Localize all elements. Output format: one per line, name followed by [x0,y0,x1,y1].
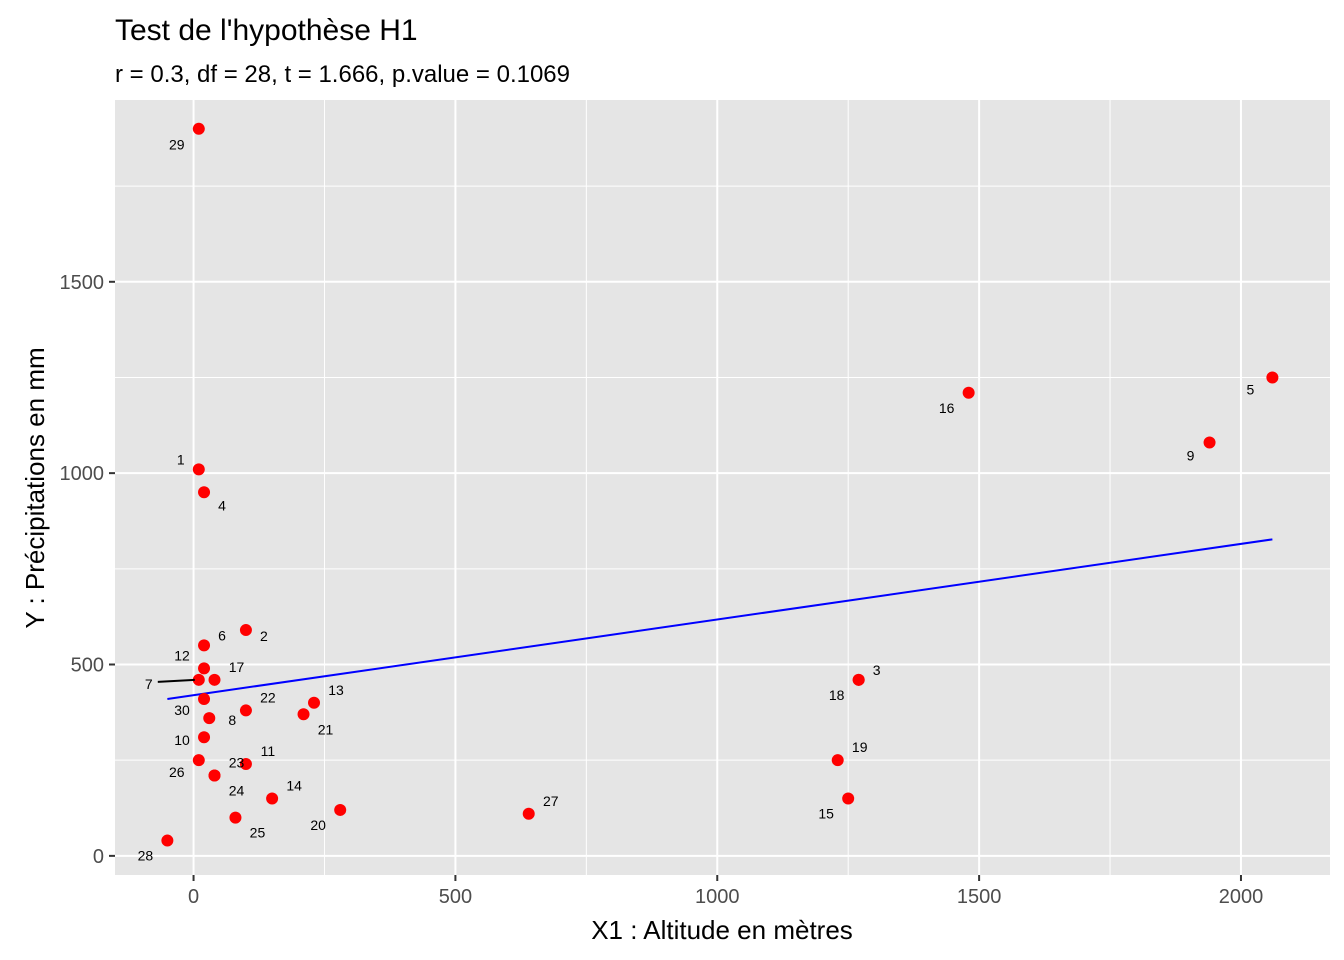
data-point [842,792,855,805]
point-label: 13 [328,682,344,698]
point-label: 14 [286,777,302,793]
point-label: 24 [229,782,245,798]
data-point [962,386,975,399]
y-axis-title: Y : Précipitations en mm [20,347,50,628]
data-point [1266,371,1279,384]
data-point [308,696,321,709]
point-label: 12 [174,647,190,663]
data-point [1203,436,1216,449]
point-label: 28 [138,848,154,864]
point-label: 16 [939,400,955,416]
data-point [198,486,211,499]
data-point [229,811,242,824]
plot-panel [115,100,1330,875]
data-point [192,463,205,476]
data-point [852,673,865,686]
y-tick-label: 1500 [60,272,105,294]
point-label: 6 [218,627,226,643]
point-label: 3 [873,662,881,678]
data-point [192,122,205,135]
x-tick-label: 2000 [1219,886,1264,908]
point-label: 1 [177,451,185,467]
point-label: 18 [829,687,845,703]
data-point [198,662,211,675]
point-label: 21 [318,721,334,737]
data-point [198,692,211,705]
data-point [239,704,252,717]
point-label: 30 [174,702,190,718]
data-point [297,708,310,721]
point-label: 5 [1246,381,1254,397]
data-point [208,673,221,686]
data-points [161,122,1279,847]
data-point [203,712,216,725]
chart-subtitle: r = 0.3, df = 28, t = 1.666, p.value = 0… [115,61,570,88]
x-tick-label: 500 [439,886,472,908]
data-point [239,758,252,771]
data-point [334,803,347,816]
point-label: 7 [145,676,153,692]
trend-line [167,538,1273,700]
point-label: 26 [169,764,185,780]
data-point [192,754,205,767]
y-tick-label: 500 [71,655,104,677]
point-label: 10 [174,732,190,748]
point-label: 15 [818,805,834,821]
axis-ticks: 0 500 1000 1500 2000 0 500 1000 1500 [60,272,1264,908]
point-label: 19 [852,739,868,755]
y-tick-label: 1000 [60,463,105,485]
data-point [239,624,252,637]
x-tick-label: 1500 [957,886,1002,908]
point-label: 22 [260,689,276,705]
point-label: 9 [1187,448,1195,464]
x-tick-label: 1000 [695,886,740,908]
point-label: 2 [260,628,268,644]
point-label: 20 [310,817,326,833]
point-label: 8 [228,712,236,728]
label-connector [157,678,195,683]
point-label: 17 [229,659,245,675]
point-label: 29 [169,137,185,153]
data-point [198,639,211,652]
data-point [266,792,279,805]
major-gridlines [115,100,1330,875]
chart-title: Test de l'hypothèse H1 [115,14,418,47]
data-point [831,754,844,767]
x-tick-label: 0 [188,886,199,908]
point-label: 25 [250,825,266,841]
data-point [522,807,535,820]
y-tick-label: 0 [93,846,104,868]
point-label: 23 [229,754,245,770]
trend-line-group [167,538,1273,700]
data-point [161,834,174,847]
minor-gridlines [115,100,1330,875]
data-point [192,673,205,686]
point-label: 27 [543,793,559,809]
x-axis-title: X1 : Altitude en mètres [591,915,853,945]
point-label: 4 [218,497,226,513]
point-labels: 1234567891011121314151617181920212223242… [138,137,1255,864]
data-point [208,769,221,782]
data-point [198,731,211,744]
point-label: 11 [261,743,276,759]
